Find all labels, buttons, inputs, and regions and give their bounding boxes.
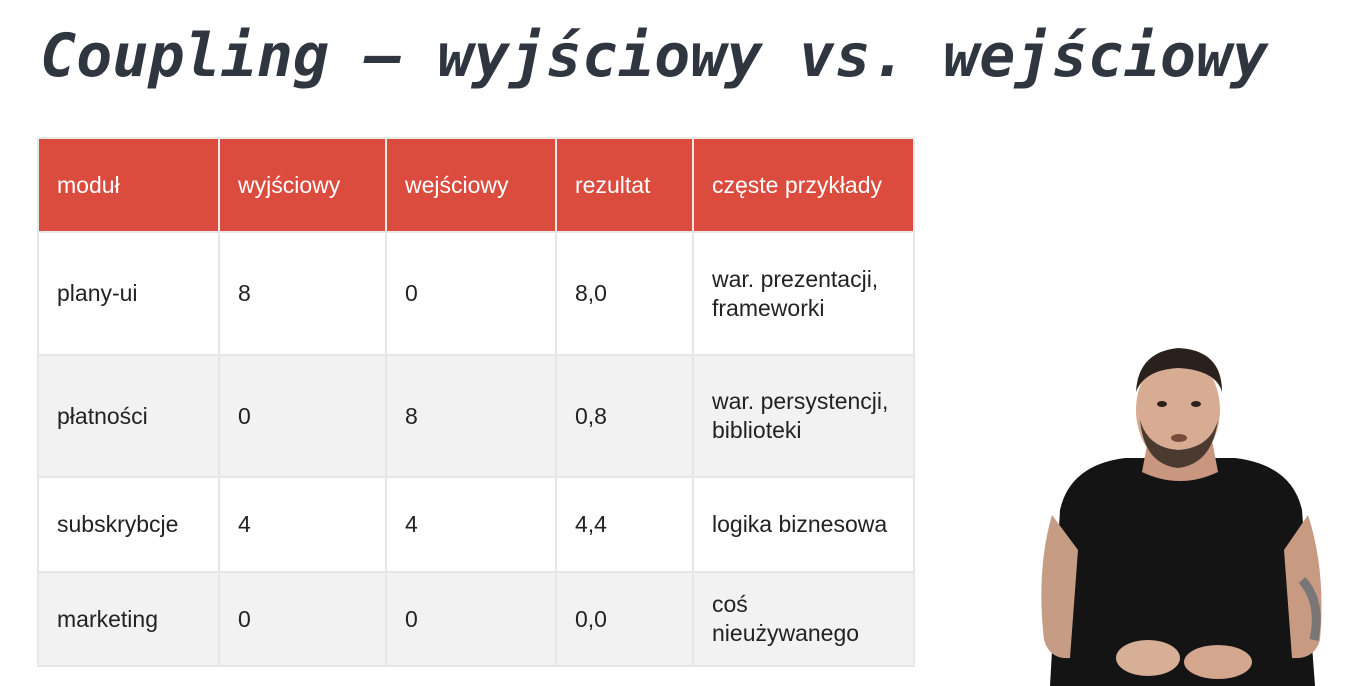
cell-examples: coś nieużywanego <box>692 571 915 667</box>
header-rezultat: rezultat <box>555 137 694 233</box>
header-wejsciowy: wejściowy <box>385 137 557 233</box>
header-wyjsciowy: wyjściowy <box>218 137 387 233</box>
cell-result: 0,8 <box>555 354 694 478</box>
cell-result: 4,4 <box>555 476 694 573</box>
cell-examples: war. persystencji, biblioteki <box>692 354 915 478</box>
slide-title: Coupling – wyjściowy vs. wejściowy <box>40 21 1269 91</box>
header-modul: moduł <box>37 137 220 233</box>
coupling-table: moduł wyjściowy wejściowy rezultat częst… <box>37 137 915 667</box>
table-row: marketing 0 0 0,0 coś nieużywanego <box>37 571 915 667</box>
cell-incoming: 4 <box>385 476 557 573</box>
cell-outgoing: 8 <box>218 231 387 356</box>
cell-result: 0,0 <box>555 571 694 667</box>
cell-result: 8,0 <box>555 231 694 356</box>
cell-examples: war. prezentacji, frameworki <box>692 231 915 356</box>
table-row: płatności 0 8 0,8 war. persystencji, bib… <box>37 354 915 478</box>
cell-outgoing: 4 <box>218 476 387 573</box>
presenter-person-icon <box>1041 348 1322 686</box>
cell-outgoing: 0 <box>218 354 387 478</box>
cell-module: marketing <box>37 571 220 667</box>
table-header-row: moduł wyjściowy wejściowy rezultat częst… <box>37 137 915 233</box>
cell-incoming: 0 <box>385 571 557 667</box>
presenter-image <box>1030 340 1330 686</box>
table-row: subskrybcje 4 4 4,4 logika biznesowa <box>37 476 915 573</box>
cell-incoming: 8 <box>385 354 557 478</box>
cell-incoming: 0 <box>385 231 557 356</box>
header-czeste-przyklady: częste przykłady <box>692 137 915 233</box>
cell-module: plany-ui <box>37 231 220 356</box>
cell-examples: logika biznesowa <box>692 476 915 573</box>
cell-module: płatności <box>37 354 220 478</box>
cell-outgoing: 0 <box>218 571 387 667</box>
cell-module: subskrybcje <box>37 476 220 573</box>
table-row: plany-ui 8 0 8,0 war. prezentacji, frame… <box>37 231 915 356</box>
